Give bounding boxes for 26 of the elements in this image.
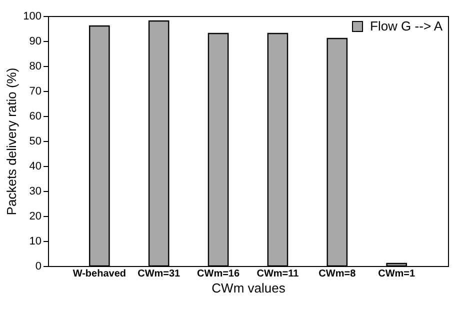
y-tick-label: 60 xyxy=(29,110,42,122)
y-tick-label: 40 xyxy=(29,160,42,172)
x-tick-label: CWm=8 xyxy=(318,268,356,280)
bar xyxy=(386,262,407,267)
y-tick-label: 80 xyxy=(29,60,42,72)
y-tick-label: 70 xyxy=(29,86,42,98)
y-tick-label: 20 xyxy=(29,210,42,222)
bar xyxy=(326,38,348,267)
bar xyxy=(148,20,170,267)
bar xyxy=(208,32,229,267)
legend-label: Flow G --> A xyxy=(370,18,443,34)
y-tick-label: 10 xyxy=(29,236,42,248)
y-tick-label: 30 xyxy=(29,186,42,198)
x-tick-label: CWm=11 xyxy=(256,268,300,280)
bar xyxy=(267,32,288,267)
x-tick-label: CWm=16 xyxy=(197,268,240,280)
x-tick-label: CWm=1 xyxy=(378,268,416,280)
y-tick-label: 50 xyxy=(29,136,42,148)
x-axis-title: CWm values xyxy=(212,280,286,296)
y-tick-label: 0 xyxy=(35,260,42,272)
bar xyxy=(89,25,110,267)
y-tick-label: 100 xyxy=(23,10,42,22)
x-tick-label: CWm=31 xyxy=(138,268,181,280)
y-axis-title: Packets delivery ratio (%) xyxy=(4,68,20,216)
x-tick-label: W-behaved xyxy=(72,268,126,280)
y-tick-label: 90 xyxy=(29,36,42,48)
